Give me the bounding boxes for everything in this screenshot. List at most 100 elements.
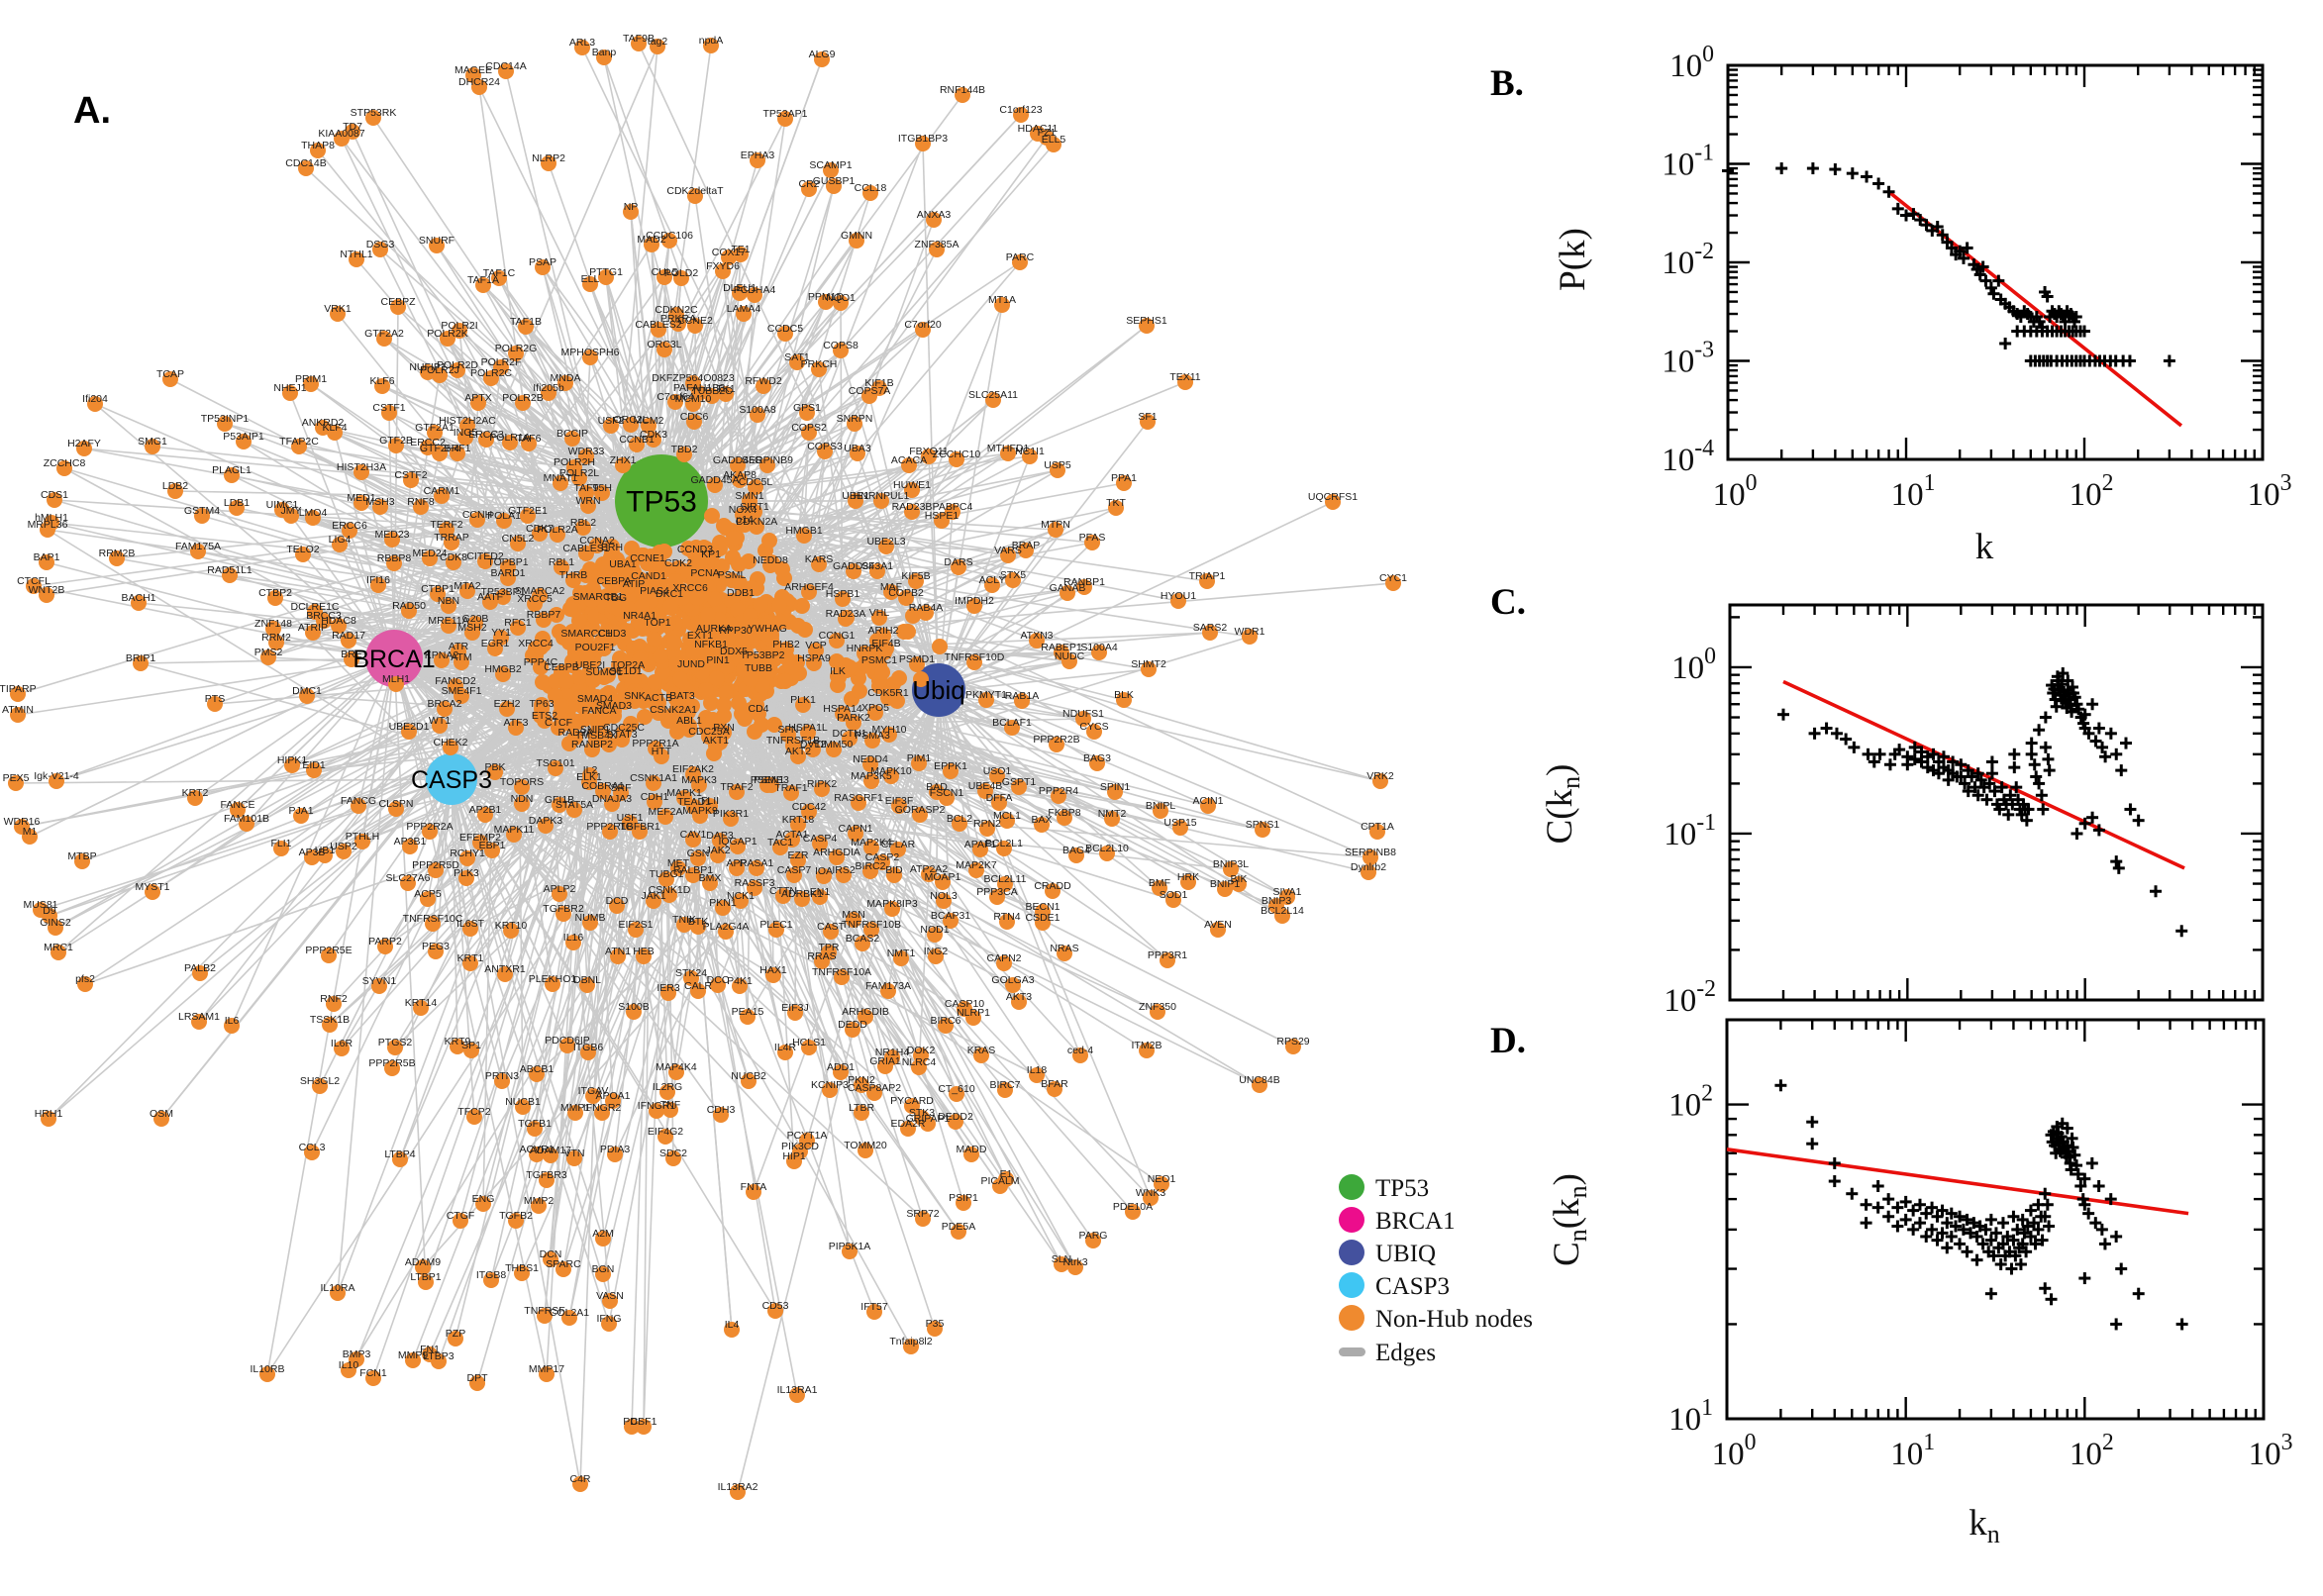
network-node-label: CDK2 (664, 557, 692, 569)
network-node (871, 610, 887, 626)
network-node (806, 655, 822, 671)
network-node (354, 834, 370, 849)
network-node (662, 599, 678, 615)
network-node (365, 1370, 381, 1386)
network-node-label: IFNG (596, 1313, 621, 1325)
network-node-label: PLEKHO1 (529, 973, 577, 985)
network-node (444, 535, 459, 550)
network-node-label: LTBP1 (410, 1271, 441, 1283)
network-node-label: BRCA2 (427, 698, 461, 710)
network-node-label: PEG3 (422, 941, 450, 952)
network-node (305, 510, 321, 526)
network-node (702, 798, 718, 814)
network-node (656, 269, 672, 285)
network-node-label: NLRP2 (532, 152, 565, 164)
network-node (978, 692, 994, 708)
network-node-label: ZCCHC8 (44, 457, 86, 469)
network-node (829, 849, 845, 865)
network-node-label: PIM1 (907, 752, 932, 764)
network-node (162, 371, 178, 387)
network-node-label: P35 (926, 1318, 945, 1330)
network-node-label: KCNIP3 (811, 1079, 849, 1091)
network-node (766, 651, 782, 667)
network-node (1057, 946, 1072, 961)
network-node (670, 316, 686, 332)
network-node-label: XRCC6 (672, 582, 708, 594)
network-node-label: KIAA0087 (318, 128, 364, 140)
network-node (1012, 254, 1028, 270)
network-node (475, 1196, 491, 1212)
network-node (418, 1274, 434, 1290)
network-node (500, 570, 516, 586)
network-node (685, 645, 701, 660)
network-node (869, 563, 885, 579)
hub-node-casp3 (426, 753, 477, 805)
network-node (991, 795, 1007, 811)
network-node-label: TCAP (156, 368, 184, 380)
network-node-label: DNAJA3 (592, 793, 632, 805)
network-node (718, 924, 734, 940)
network-node-label: ORC3L (647, 339, 681, 350)
network-node-label: ELL (581, 273, 600, 285)
network-node (666, 635, 682, 650)
network-node (422, 1347, 438, 1362)
network-node-label: PEX5 (3, 772, 30, 784)
network-node (549, 607, 564, 623)
network-node (826, 178, 842, 194)
network-node-label: DPT (467, 1372, 489, 1384)
network-node-label: RBBP7 (527, 609, 561, 621)
network-node (1202, 625, 1218, 641)
network-node-label: MTPN (1041, 519, 1070, 531)
network-node (334, 1041, 350, 1056)
network-node (571, 470, 587, 486)
network-node (1165, 892, 1181, 908)
network-node (846, 715, 861, 731)
network-node (47, 492, 62, 508)
network-node-label: COPS2 (791, 422, 827, 434)
legend-swatch (1339, 1240, 1364, 1265)
network-node (772, 840, 788, 855)
network-node (918, 605, 934, 621)
network-node-label: XRCC4 (518, 638, 554, 649)
network-node-label: tag2 (648, 36, 668, 48)
network-node (478, 432, 494, 448)
network-node (835, 591, 851, 607)
network-node (929, 242, 945, 257)
network-node (1361, 864, 1376, 880)
network-node-label: UNC84B (1239, 1074, 1279, 1086)
network-node (723, 811, 739, 827)
network-node-label: DHCR24 (458, 76, 500, 88)
network-node (928, 948, 944, 964)
network-node-label: RAD23A (826, 608, 866, 620)
network-node (651, 322, 666, 338)
network-node (1140, 414, 1156, 430)
network-node (377, 939, 393, 954)
network-node (938, 1018, 954, 1034)
network-node (921, 866, 937, 882)
network-node (646, 893, 661, 909)
network-node (805, 742, 821, 757)
network-node-label: MLH1 (382, 673, 410, 685)
network-node-label: ADAM9 (405, 1256, 441, 1268)
network-node (811, 556, 827, 572)
network-node (800, 725, 816, 741)
network-node (310, 143, 326, 158)
network-node-label: PLEC1 (759, 919, 792, 931)
network-node-label: CEBPB (544, 661, 579, 673)
network-node (730, 1484, 746, 1500)
network-node (786, 1153, 802, 1169)
network-node (565, 713, 581, 729)
network-node (915, 322, 931, 338)
network-node-label: FNTA (741, 1181, 767, 1193)
network-node (845, 1022, 860, 1038)
network-node (217, 416, 233, 432)
network-node-label: VHL (869, 607, 890, 619)
network-node (789, 1387, 805, 1403)
network-node (712, 735, 728, 750)
network-node-label: PRKCH (801, 358, 838, 370)
network-node-label: CCL18 (855, 182, 887, 194)
network-node-label: GANAB (1050, 582, 1086, 594)
network-node-label: ACACA (891, 454, 927, 466)
network-node (927, 927, 943, 943)
network-node-label: KLF4 (322, 422, 347, 434)
